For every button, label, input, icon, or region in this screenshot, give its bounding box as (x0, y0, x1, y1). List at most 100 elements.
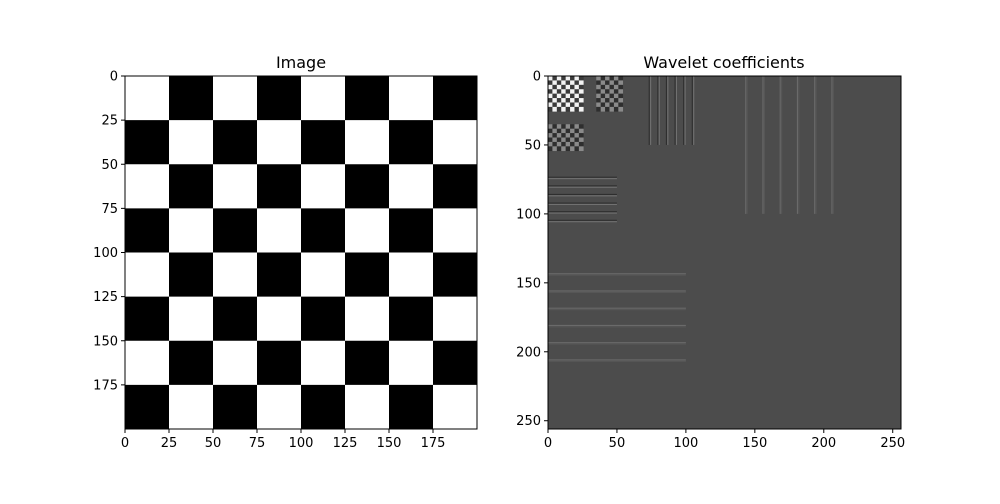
coefficient-line (548, 291, 686, 293)
coefficient-cell (561, 84, 566, 90)
checker-square (433, 252, 478, 298)
coefficient-line (832, 76, 834, 214)
coefficient-cell (570, 106, 575, 112)
checker-square (213, 208, 258, 253)
wavelet-x-tick-label: 0 (544, 436, 552, 451)
coefficient-cell (578, 146, 584, 152)
coefficient-line (548, 274, 686, 276)
coefficient-line (548, 221, 617, 223)
coefficient-cell (605, 80, 610, 86)
subband-level2-horizontal (648, 76, 695, 145)
image-x-tick-label: 25 (161, 436, 178, 451)
coefficient-cell (574, 146, 580, 152)
subband-level2-vertical (548, 176, 617, 223)
coefficient-cell (548, 133, 553, 138)
checker-square (213, 296, 258, 342)
checker-square (345, 340, 390, 386)
coefficient-cell (570, 98, 575, 103)
checker-square (345, 252, 390, 298)
coefficient-cell (574, 98, 580, 103)
coefficient-line (814, 76, 816, 214)
coefficient-cell (578, 137, 584, 143)
coefficient-cell (565, 80, 571, 86)
coefficient-cell (561, 146, 566, 152)
coefficient-cell (574, 80, 580, 86)
coefficient-line (548, 309, 686, 311)
checker-square (345, 164, 390, 209)
checker-square (169, 164, 214, 209)
checker-square (345, 120, 390, 165)
coefficient-line (548, 307, 686, 309)
coefficient-cell (556, 128, 562, 134)
image-x-tick-label: 100 (289, 436, 314, 451)
image-y-tick-label: 0 (110, 70, 118, 85)
checker-square (389, 208, 434, 253)
checker-square (345, 76, 390, 121)
coefficient-line (548, 273, 686, 275)
image-title: Image (276, 53, 326, 72)
checker-square (389, 296, 434, 342)
checker-square (169, 120, 214, 165)
image-x-ticks: 0 25 50 75 100 125 150 175 (121, 429, 445, 451)
checker-square (213, 340, 258, 386)
wavelet-frame (547, 75, 902, 430)
coefficient-cell (578, 102, 584, 108)
coefficient-line (684, 76, 686, 145)
coefficient-cell (578, 128, 584, 134)
checker-square (345, 296, 390, 342)
image-x-tick-label: 50 (205, 436, 222, 451)
coefficient-cell (605, 102, 610, 108)
coefficient-cell (570, 141, 575, 147)
checker-square (125, 384, 170, 430)
coefficient-cell (574, 137, 580, 143)
coefficient-cell (565, 124, 571, 129)
checker-square (257, 208, 302, 253)
coefficient-line (779, 76, 781, 214)
wavelet-background (548, 76, 901, 429)
checker-square (213, 164, 258, 209)
coefficient-cell (548, 76, 553, 81)
image-x-tick-label: 75 (249, 436, 266, 451)
coefficient-line (675, 76, 678, 145)
coefficient-cell (552, 141, 558, 147)
coefficient-cell (618, 106, 624, 112)
coefficient-cell (561, 106, 566, 112)
coefficient-line (548, 360, 686, 362)
coefficient-cell (618, 84, 624, 90)
checker-square (433, 208, 478, 253)
coefficient-cell (556, 141, 562, 147)
coefficient-cell (548, 98, 553, 103)
coefficient-cell (556, 106, 562, 112)
coefficient-cell (552, 128, 558, 134)
coefficient-line (548, 186, 617, 188)
coefficient-cell (556, 133, 562, 138)
checker-square (389, 252, 434, 298)
checker-square (257, 76, 302, 121)
image-y-tick-label: 175 (93, 378, 118, 393)
coefficient-cell (596, 102, 601, 108)
coefficient-cell (548, 84, 553, 90)
coefficient-cell (561, 93, 566, 99)
coefficient-cell (570, 128, 575, 134)
image-y-tick-label: 100 (93, 246, 118, 261)
coefficient-cell (578, 89, 584, 94)
coefficient-cell (548, 128, 553, 134)
coefficient-cell (552, 89, 558, 94)
subband-level3-horizontal (596, 76, 624, 112)
checker-square (125, 252, 170, 298)
coefficient-cell (600, 76, 606, 81)
checker-square (389, 120, 434, 165)
coefficient-line (548, 324, 686, 326)
coefficient-line (650, 76, 652, 145)
coefficient-line (548, 212, 617, 214)
coefficient-line (548, 290, 686, 292)
checker-square (125, 120, 170, 165)
wavelet-y-ticks: 0 50 100 150 200 250 (516, 70, 548, 429)
coefficient-cell (556, 137, 562, 143)
checker-square (169, 76, 214, 121)
checker-square (433, 340, 478, 386)
checker-square (301, 120, 346, 165)
checker-square (257, 252, 302, 298)
coefficient-cell (565, 102, 571, 108)
coefficient-cell (556, 98, 562, 103)
